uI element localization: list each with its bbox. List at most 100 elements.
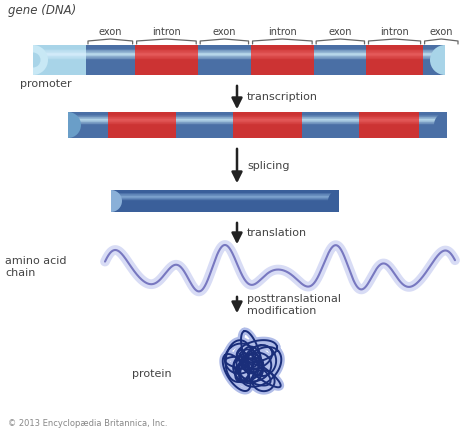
Bar	[100, 206, 350, 207]
Bar	[18, 52, 460, 53]
Text: intron: intron	[152, 27, 181, 37]
Bar	[18, 46, 460, 47]
Bar	[251, 70, 314, 71]
Bar	[366, 50, 423, 51]
Bar	[251, 45, 314, 46]
Bar	[359, 131, 419, 132]
Bar	[359, 133, 419, 134]
Bar	[233, 132, 302, 133]
Bar	[135, 47, 198, 48]
Bar	[18, 67, 86, 68]
Bar	[55, 117, 460, 118]
Bar	[359, 121, 419, 122]
Bar	[18, 45, 460, 46]
Bar	[55, 133, 460, 134]
Bar	[55, 125, 460, 126]
Bar	[100, 207, 350, 209]
Bar	[233, 130, 302, 131]
Bar	[18, 50, 460, 51]
Bar	[0, 110, 68, 140]
Bar	[100, 194, 350, 195]
Bar	[100, 190, 350, 191]
Bar	[233, 112, 302, 113]
Bar	[18, 72, 460, 73]
Bar	[366, 62, 423, 63]
Bar	[18, 45, 460, 46]
Bar	[18, 68, 460, 69]
Bar	[100, 196, 350, 197]
Bar	[135, 66, 198, 67]
Bar	[233, 113, 302, 115]
Bar	[108, 118, 176, 119]
Bar	[18, 53, 460, 55]
Bar	[18, 63, 86, 65]
Bar	[100, 195, 350, 196]
Bar	[359, 122, 419, 123]
Bar	[18, 69, 86, 70]
Bar	[251, 68, 314, 69]
Bar	[18, 52, 86, 53]
Bar	[100, 205, 350, 207]
Bar	[18, 54, 86, 56]
Bar	[251, 56, 314, 57]
Text: exon: exon	[328, 27, 352, 37]
Bar	[359, 118, 419, 119]
Bar	[251, 51, 314, 53]
Bar	[359, 125, 419, 126]
Bar	[108, 112, 176, 113]
Bar	[55, 127, 460, 128]
Bar	[18, 70, 460, 71]
Bar	[135, 64, 198, 65]
Bar	[233, 127, 302, 128]
Ellipse shape	[430, 45, 460, 75]
Bar	[108, 121, 176, 122]
Bar	[251, 48, 314, 49]
Bar	[100, 191, 350, 192]
Bar	[366, 46, 423, 47]
Bar	[108, 113, 176, 114]
Bar	[100, 205, 350, 206]
Bar	[366, 48, 423, 49]
Bar	[18, 62, 86, 63]
Text: protein: protein	[132, 369, 172, 379]
Bar	[18, 50, 86, 52]
Bar	[135, 57, 198, 59]
Bar	[100, 209, 350, 210]
Bar	[100, 191, 350, 192]
Bar	[359, 114, 419, 115]
Bar	[135, 54, 198, 56]
Bar	[366, 55, 423, 56]
Bar	[135, 59, 198, 61]
Bar	[18, 57, 460, 59]
Bar	[18, 54, 460, 56]
Bar	[135, 49, 198, 50]
Bar	[108, 134, 176, 135]
Bar	[18, 56, 86, 58]
Bar	[135, 69, 198, 70]
Bar	[18, 73, 460, 74]
Bar	[135, 55, 198, 56]
Bar	[366, 53, 423, 54]
Bar	[366, 71, 423, 72]
Bar	[233, 117, 302, 118]
Text: posttranslational
modification: posttranslational modification	[247, 294, 341, 316]
Bar	[135, 56, 198, 57]
Bar	[55, 137, 460, 138]
Bar	[359, 130, 419, 132]
Bar	[108, 117, 176, 118]
Bar	[18, 59, 86, 60]
Bar	[251, 69, 314, 70]
Bar	[55, 115, 460, 117]
Bar	[135, 72, 198, 73]
Bar	[108, 122, 176, 123]
Bar	[359, 132, 419, 133]
Bar	[108, 113, 176, 115]
Bar	[135, 50, 198, 52]
Bar	[359, 123, 419, 125]
Bar	[100, 202, 350, 203]
Bar	[135, 51, 198, 53]
Bar	[55, 129, 460, 130]
Bar	[366, 45, 423, 46]
Bar	[359, 112, 419, 113]
Bar	[100, 211, 350, 212]
